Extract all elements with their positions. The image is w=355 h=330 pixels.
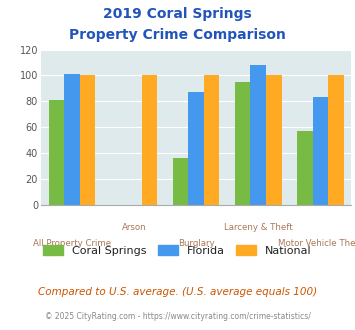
- Bar: [189, 92, 204, 205]
- Bar: [235, 82, 251, 205]
- Legend: Coral Springs, Florida, National: Coral Springs, Florida, National: [39, 241, 316, 260]
- Text: Property Crime Comparison: Property Crime Comparison: [69, 28, 286, 42]
- Bar: [80, 75, 95, 205]
- Bar: [142, 75, 157, 205]
- Text: Larceny & Theft: Larceny & Theft: [224, 223, 293, 232]
- Text: 2019 Coral Springs: 2019 Coral Springs: [103, 7, 252, 20]
- Text: Arson: Arson: [122, 223, 146, 232]
- Bar: [251, 65, 266, 205]
- Bar: [173, 158, 189, 205]
- Text: Compared to U.S. average. (U.S. average equals 100): Compared to U.S. average. (U.S. average …: [38, 287, 317, 297]
- Bar: [49, 100, 64, 205]
- Bar: [64, 74, 80, 205]
- Bar: [328, 75, 344, 205]
- Bar: [297, 131, 313, 205]
- Text: Burglary: Burglary: [178, 239, 214, 248]
- Text: All Property Crime: All Property Crime: [33, 239, 111, 248]
- Bar: [266, 75, 282, 205]
- Text: Motor Vehicle Theft: Motor Vehicle Theft: [278, 239, 355, 248]
- Bar: [313, 97, 328, 205]
- Text: © 2025 CityRating.com - https://www.cityrating.com/crime-statistics/: © 2025 CityRating.com - https://www.city…: [45, 312, 310, 321]
- Bar: [204, 75, 219, 205]
